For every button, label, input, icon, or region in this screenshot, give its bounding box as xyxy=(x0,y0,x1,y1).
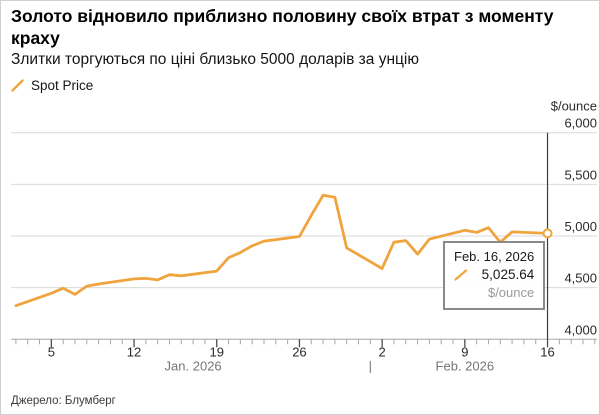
legend: Spot Price xyxy=(11,78,93,93)
svg-text:|: | xyxy=(369,359,372,374)
svg-text:Jan. 2026: Jan. 2026 xyxy=(165,359,222,374)
slash-icon xyxy=(454,269,468,281)
svg-text:19: 19 xyxy=(210,345,224,360)
svg-text:26: 26 xyxy=(292,345,306,360)
svg-text:2: 2 xyxy=(379,345,386,360)
legend-item-spot-price: Spot Price xyxy=(31,78,94,93)
tooltip-date: Feb. 16, 2026 xyxy=(454,249,535,264)
tooltip: Feb. 16, 2026 5,025.64 $/ounce xyxy=(443,241,546,310)
source-credit: Джерело: Блумберг xyxy=(11,395,116,407)
svg-text:5: 5 xyxy=(48,345,55,360)
svg-text:5,500: 5,500 xyxy=(564,167,597,182)
y-axis-labels: 4,000 4,500 5,000 5,500 6,000 xyxy=(564,116,597,338)
svg-text:4,500: 4,500 xyxy=(564,271,597,286)
last-point-marker xyxy=(542,228,553,239)
y-axis-unit: $/ounce xyxy=(551,99,597,114)
svg-text:16: 16 xyxy=(540,345,554,360)
x-axis-labels: 5 12 19 26 2 9 16 xyxy=(48,345,555,360)
x-axis xyxy=(15,339,596,348)
month-labels: Jan. 2026 Feb. 2026 | xyxy=(165,359,495,374)
chart-subtitle: Злитки торгуються по ціні близько 5000 д… xyxy=(11,51,419,68)
svg-text:6,000: 6,000 xyxy=(564,116,597,131)
tooltip-value: 5,025.64 xyxy=(481,267,535,282)
svg-text:9: 9 xyxy=(461,345,468,360)
svg-text:5,000: 5,000 xyxy=(564,219,597,234)
page-title: Золото відновило приблизно половину свої… xyxy=(11,6,554,48)
spot-price-line xyxy=(14,193,549,308)
tooltip-unit: $/ounce xyxy=(487,285,535,300)
svg-text:12: 12 xyxy=(127,345,141,360)
slash-icon xyxy=(11,79,24,92)
svg-text:Feb. 2026: Feb. 2026 xyxy=(436,359,495,374)
svg-text:4,000: 4,000 xyxy=(564,322,597,337)
tooltip-value-row: 5,025.64 xyxy=(454,266,534,284)
